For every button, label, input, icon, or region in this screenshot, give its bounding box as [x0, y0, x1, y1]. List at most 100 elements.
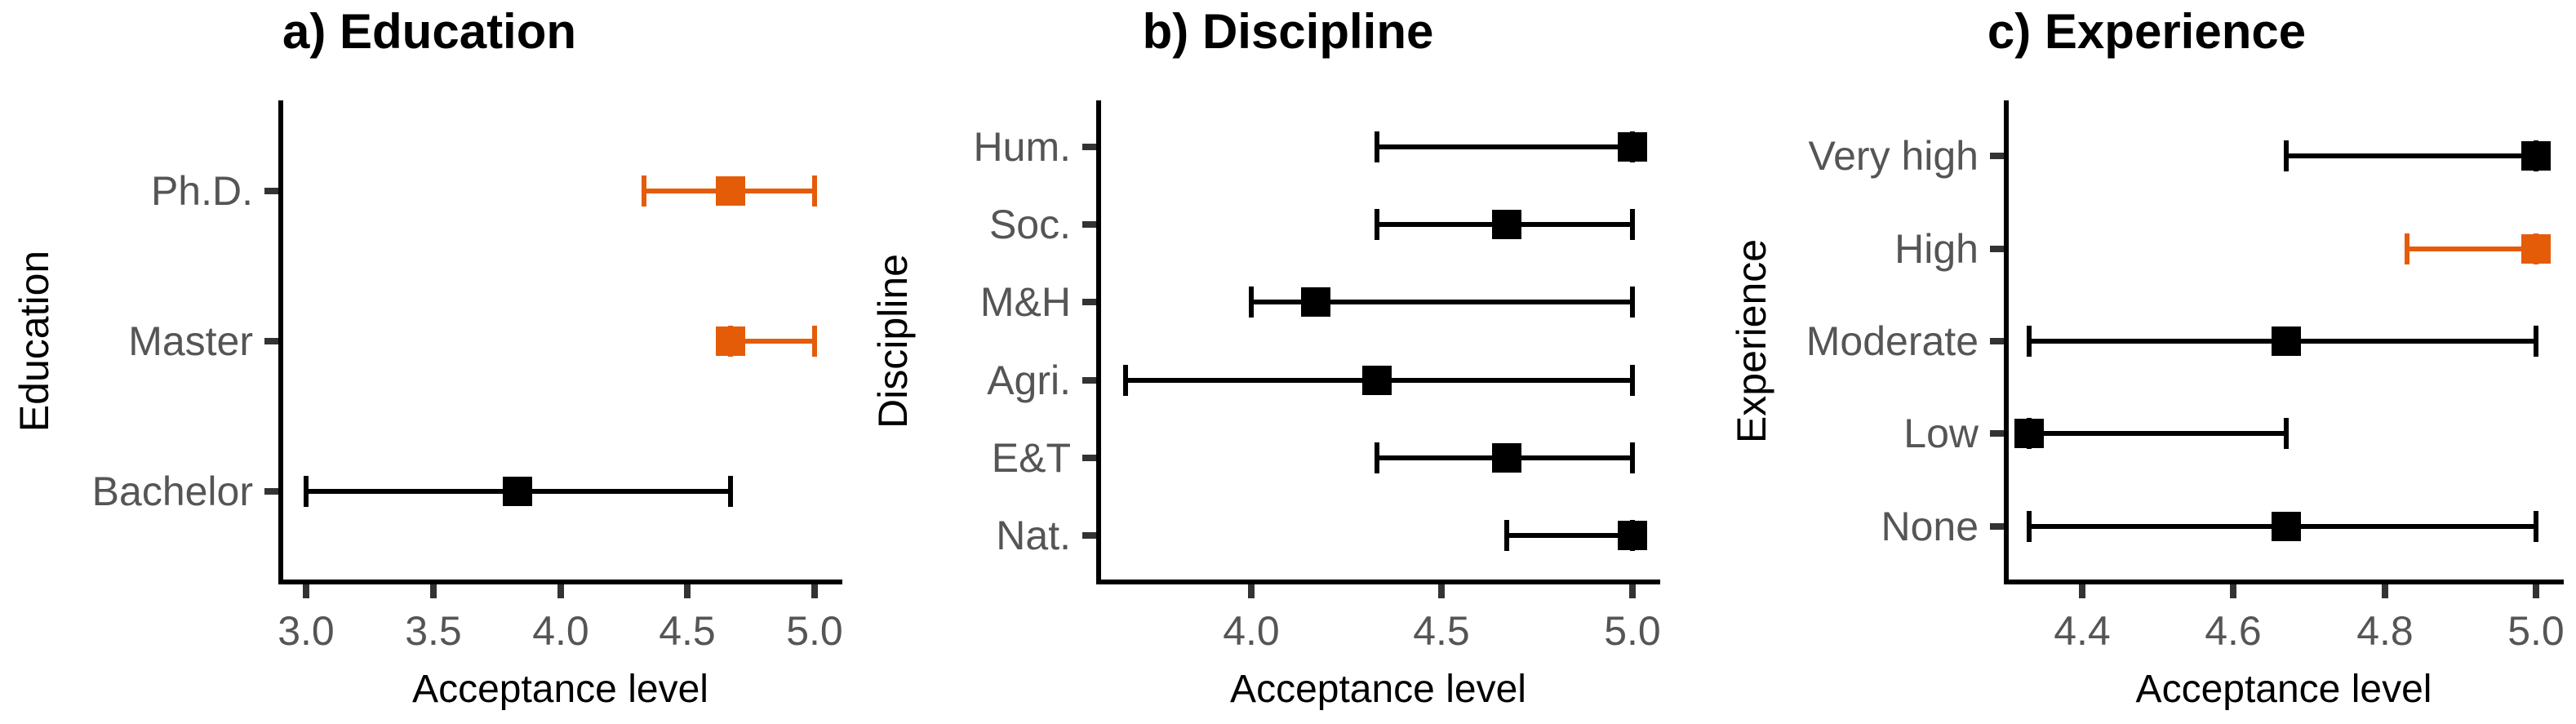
- ci-cap-lower: [642, 175, 646, 207]
- y-category-label: Soc.: [988, 202, 1071, 247]
- mean-square: [503, 477, 532, 506]
- x-tick-label: 4.6: [2205, 608, 2262, 654]
- ci-cap-upper: [1630, 365, 1635, 396]
- x-tick-mark: [430, 584, 437, 598]
- ci-cap-lower: [2405, 233, 2409, 264]
- y-category-label: Very high: [1808, 133, 1979, 179]
- mean-square: [716, 176, 745, 206]
- y-axis-line: [2004, 100, 2009, 584]
- y-axis-line: [278, 100, 283, 584]
- mean-square: [2014, 419, 2044, 448]
- x-tick-mark: [1248, 584, 1255, 598]
- ci-bar: [731, 339, 815, 344]
- y-category-label: Nat.: [996, 513, 1071, 558]
- x-tick-label: 5.0: [786, 608, 843, 654]
- x-tick-label: 5.0: [2507, 608, 2565, 654]
- panel-title: b) Discipline: [1142, 4, 1434, 59]
- mean-square: [1618, 521, 1647, 550]
- y-tick-mark: [1990, 523, 2004, 530]
- ci-cap-lower: [1375, 131, 1379, 162]
- ci-cap-lower: [1375, 209, 1379, 240]
- y-category-label: E&T: [991, 435, 1071, 481]
- x-tick-label: 4.4: [2054, 608, 2111, 654]
- ci-bar: [1377, 144, 1632, 149]
- ci-cap-upper: [812, 175, 817, 207]
- ci-cap-upper: [728, 476, 733, 507]
- ci-cap-lower: [304, 476, 309, 507]
- mean-square: [716, 326, 745, 356]
- mean-square: [1492, 210, 1521, 239]
- y-tick-mark: [1082, 299, 1096, 305]
- ci-cap-upper: [1630, 209, 1635, 240]
- y-tick-mark: [264, 338, 278, 344]
- y-tick-mark: [1082, 221, 1096, 228]
- x-tick-label: 4.8: [2356, 608, 2414, 654]
- mean-square: [1618, 132, 1647, 162]
- ci-cap-lower: [1504, 520, 1509, 551]
- x-tick-mark: [2382, 584, 2388, 598]
- y-tick-mark: [264, 488, 278, 495]
- panel-b: b) Discipline Discipline Hum. Soc. M&H Agri. E…: [859, 0, 1717, 724]
- ci-cap-upper: [2534, 326, 2538, 357]
- y-category-label: Moderate: [1805, 318, 1979, 364]
- y-category-label: Master: [128, 318, 253, 364]
- mean-square: [2272, 512, 2301, 541]
- y-category-label: Agri.: [987, 358, 1071, 403]
- y-tick-mark: [1990, 246, 2004, 252]
- y-category-label: Ph.D.: [150, 168, 253, 214]
- ci-cap-lower: [2027, 326, 2032, 357]
- x-tick-mark: [557, 584, 564, 598]
- x-tick-label: 4.5: [659, 608, 716, 654]
- ci-bar: [2029, 431, 2286, 436]
- x-axis-line: [1096, 580, 1660, 584]
- x-tick-label: 4.5: [1413, 608, 1470, 654]
- ci-cap-upper: [812, 326, 817, 357]
- y-tick-mark: [1082, 532, 1096, 539]
- x-tick-mark: [303, 584, 309, 598]
- x-tick-label: 3.5: [405, 608, 462, 654]
- ci-cap-lower: [1123, 365, 1128, 396]
- x-axis-title: Acceptance level: [1230, 668, 1526, 711]
- mean-square: [1301, 287, 1330, 317]
- mean-square: [2521, 141, 2551, 171]
- y-category-label: Bachelor: [91, 469, 253, 514]
- x-tick-mark: [2079, 584, 2085, 598]
- y-category-label: M&H: [979, 279, 1071, 325]
- ci-bar: [1507, 533, 1632, 538]
- x-axis-title: Acceptance level: [412, 668, 708, 711]
- x-axis-line: [2004, 580, 2564, 584]
- mean-square: [1362, 366, 1392, 395]
- ci-bar: [1251, 300, 1632, 304]
- panel-a: a) Education Education Ph.D. Master Bachelor…: [0, 0, 859, 724]
- ci-bar: [2286, 153, 2536, 158]
- y-tick-mark: [1082, 455, 1096, 461]
- ci-cap-lower: [2284, 140, 2289, 171]
- ci-cap-upper: [1630, 442, 1635, 473]
- x-tick-label: 3.0: [278, 608, 335, 654]
- mean-square: [2272, 326, 2301, 356]
- x-tick-label: 4.0: [1223, 608, 1280, 654]
- panel-title: a) Education: [282, 4, 577, 59]
- x-tick-mark: [1629, 584, 1636, 598]
- y-tick-mark: [1082, 377, 1096, 384]
- panel-title: c) Experience: [1987, 4, 2307, 59]
- ci-cap-upper: [1630, 286, 1635, 318]
- x-tick-label: 5.0: [1604, 608, 1661, 654]
- ci-cap-upper: [2284, 418, 2289, 449]
- y-tick-mark: [1990, 153, 2004, 159]
- y-axis-title: Discipline: [870, 254, 916, 429]
- y-tick-mark: [1082, 144, 1096, 150]
- x-tick-mark: [1438, 584, 1445, 598]
- ci-cap-lower: [1375, 442, 1379, 473]
- x-tick-label: 4.0: [532, 608, 589, 654]
- y-tick-mark: [264, 188, 278, 194]
- x-tick-mark: [2533, 584, 2539, 598]
- ci-bar: [2407, 247, 2536, 251]
- ci-cap-upper: [2534, 511, 2538, 542]
- panel-c: c) Experience Experience Very high High Mode…: [1717, 0, 2576, 724]
- x-axis-line: [278, 580, 842, 584]
- y-category-label: None: [1881, 504, 1979, 549]
- y-category-label: Low: [1903, 411, 1979, 456]
- y-tick-mark: [1990, 430, 2004, 437]
